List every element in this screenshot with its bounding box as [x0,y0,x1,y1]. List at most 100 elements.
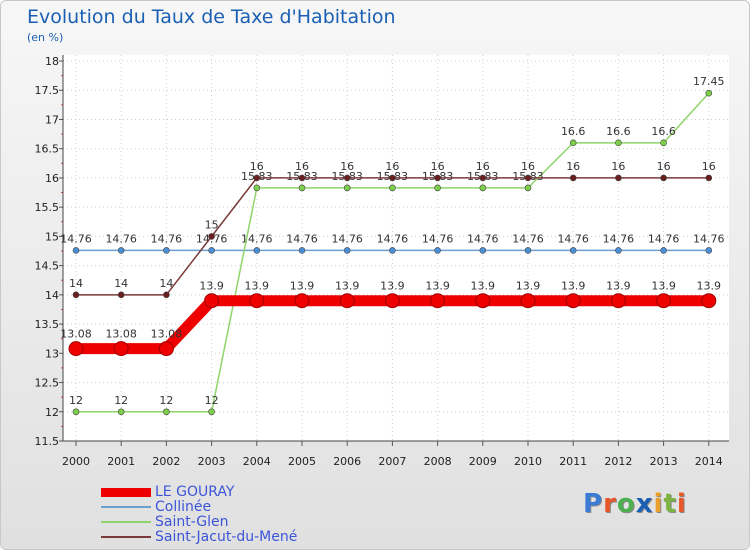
legend-item: LE GOURAY [101,485,361,500]
data-label: 14.76 [286,232,318,245]
data-point [163,408,170,416]
data-label: 14 [69,277,83,290]
data-label: 16 [385,160,399,173]
data-point [434,174,441,182]
data-label: 13.9 [561,280,586,293]
logo-letter: i [676,489,687,519]
data-label: 13.9 [245,280,270,293]
data-label: 14.76 [377,232,409,245]
y-tick-label: 11.5 [35,435,60,448]
data-point [660,247,667,254]
y-tick-label: 14.5 [35,260,60,273]
data-point [72,408,80,416]
data-label: 14.76 [648,232,680,245]
data-label: 14.76 [603,232,635,245]
x-tick-label: 2005 [288,455,316,468]
data-label: 13.9 [290,280,315,293]
data-label: 16 [431,160,445,173]
data-label: 13.08 [60,328,92,341]
data-point [389,247,396,254]
legend-label: LE GOURAY [155,484,235,500]
data-point [524,184,532,192]
data-label: 13.9 [425,280,450,293]
x-tick-label: 2008 [424,455,452,468]
data-label: 16.6 [561,125,586,138]
data-point [253,247,261,254]
y-tick-label: 17 [45,113,59,126]
y-tick-label: 15.5 [35,201,60,214]
chart-title: Evolution du Taux de Taxe d'Habitation [27,6,396,28]
data-label: 13.9 [199,280,224,293]
y-tick-label: 16.5 [35,143,60,156]
logo-letter: r [603,489,617,519]
x-tick-label: 2012 [604,455,632,468]
data-point [158,341,174,357]
data-label: 14.76 [557,232,589,245]
data-point [660,139,667,147]
data-point [565,293,581,309]
data-label: 13.9 [651,280,676,293]
data-label: 16 [702,160,716,173]
data-label: 13.9 [380,280,405,293]
data-point [208,233,215,240]
data-point [72,291,80,299]
series-le-gouray: 13.08 13.08 13.08 13.9 13.9 13.9 13.9 13.9 13.9 1… [60,280,721,357]
x-tick-label: 2002 [152,455,180,468]
data-point [569,247,577,254]
legend-label: Collinée [155,499,212,515]
plot-area [63,55,729,441]
data-point [384,293,400,309]
logo-letter: P [583,489,604,519]
data-point [72,247,80,254]
x-tick-label: 2011 [559,455,587,468]
data-point [253,174,261,182]
data-label: 13.9 [606,280,631,293]
data-point [343,247,351,254]
data-point [520,293,536,309]
data-label: 14.76 [105,232,137,245]
data-point [204,293,220,309]
y-tick-label: 17.5 [35,84,60,97]
x-tick-label: 2009 [469,455,497,468]
y-tick-label: 15 [45,230,59,243]
data-point [479,247,487,254]
data-point [615,247,622,254]
data-point [298,184,306,192]
data-point [389,174,396,182]
proxiti-logo: Proxiti [583,489,687,519]
legend-label: Saint-Glen [155,514,229,530]
legend-label: Saint-Jacut-du-Mené [155,529,298,545]
y-tick-label: 13.5 [35,318,60,331]
data-point [524,247,532,254]
y-tick-label: 16 [45,172,59,185]
x-tick-label: 2013 [650,455,678,468]
legend: LE GOURAY Collinée Saint-Glen Saint-Jacut-d… [101,485,361,545]
data-label: 14 [159,277,173,290]
data-label: 16 [521,160,535,173]
data-point [389,184,396,192]
data-label: 12 [114,394,128,407]
data-point [430,293,446,309]
data-label: 14.76 [331,232,363,245]
data-label: 14.76 [467,232,499,245]
data-point [479,174,487,182]
data-point [208,408,215,416]
x-tick-label: 2006 [333,455,361,468]
data-label: 16.6 [606,125,631,138]
data-point [660,174,667,182]
legend-swatch [101,521,151,523]
data-label: 14.76 [241,232,273,245]
data-label: 16 [250,160,264,173]
legend-item: Saint-Jacut-du-Mené [101,530,361,545]
data-label: 13.08 [105,328,137,341]
data-label: 14.76 [422,232,454,245]
data-point [298,174,306,182]
logo-letter: i [653,489,664,519]
y-tick-label: 18 [45,55,59,68]
data-label: 16 [295,160,309,173]
data-label: 14 [114,277,128,290]
data-point [434,184,441,192]
data-label: 13.9 [471,280,496,293]
data-label: 12 [69,394,83,407]
data-label: 14.76 [151,232,183,245]
